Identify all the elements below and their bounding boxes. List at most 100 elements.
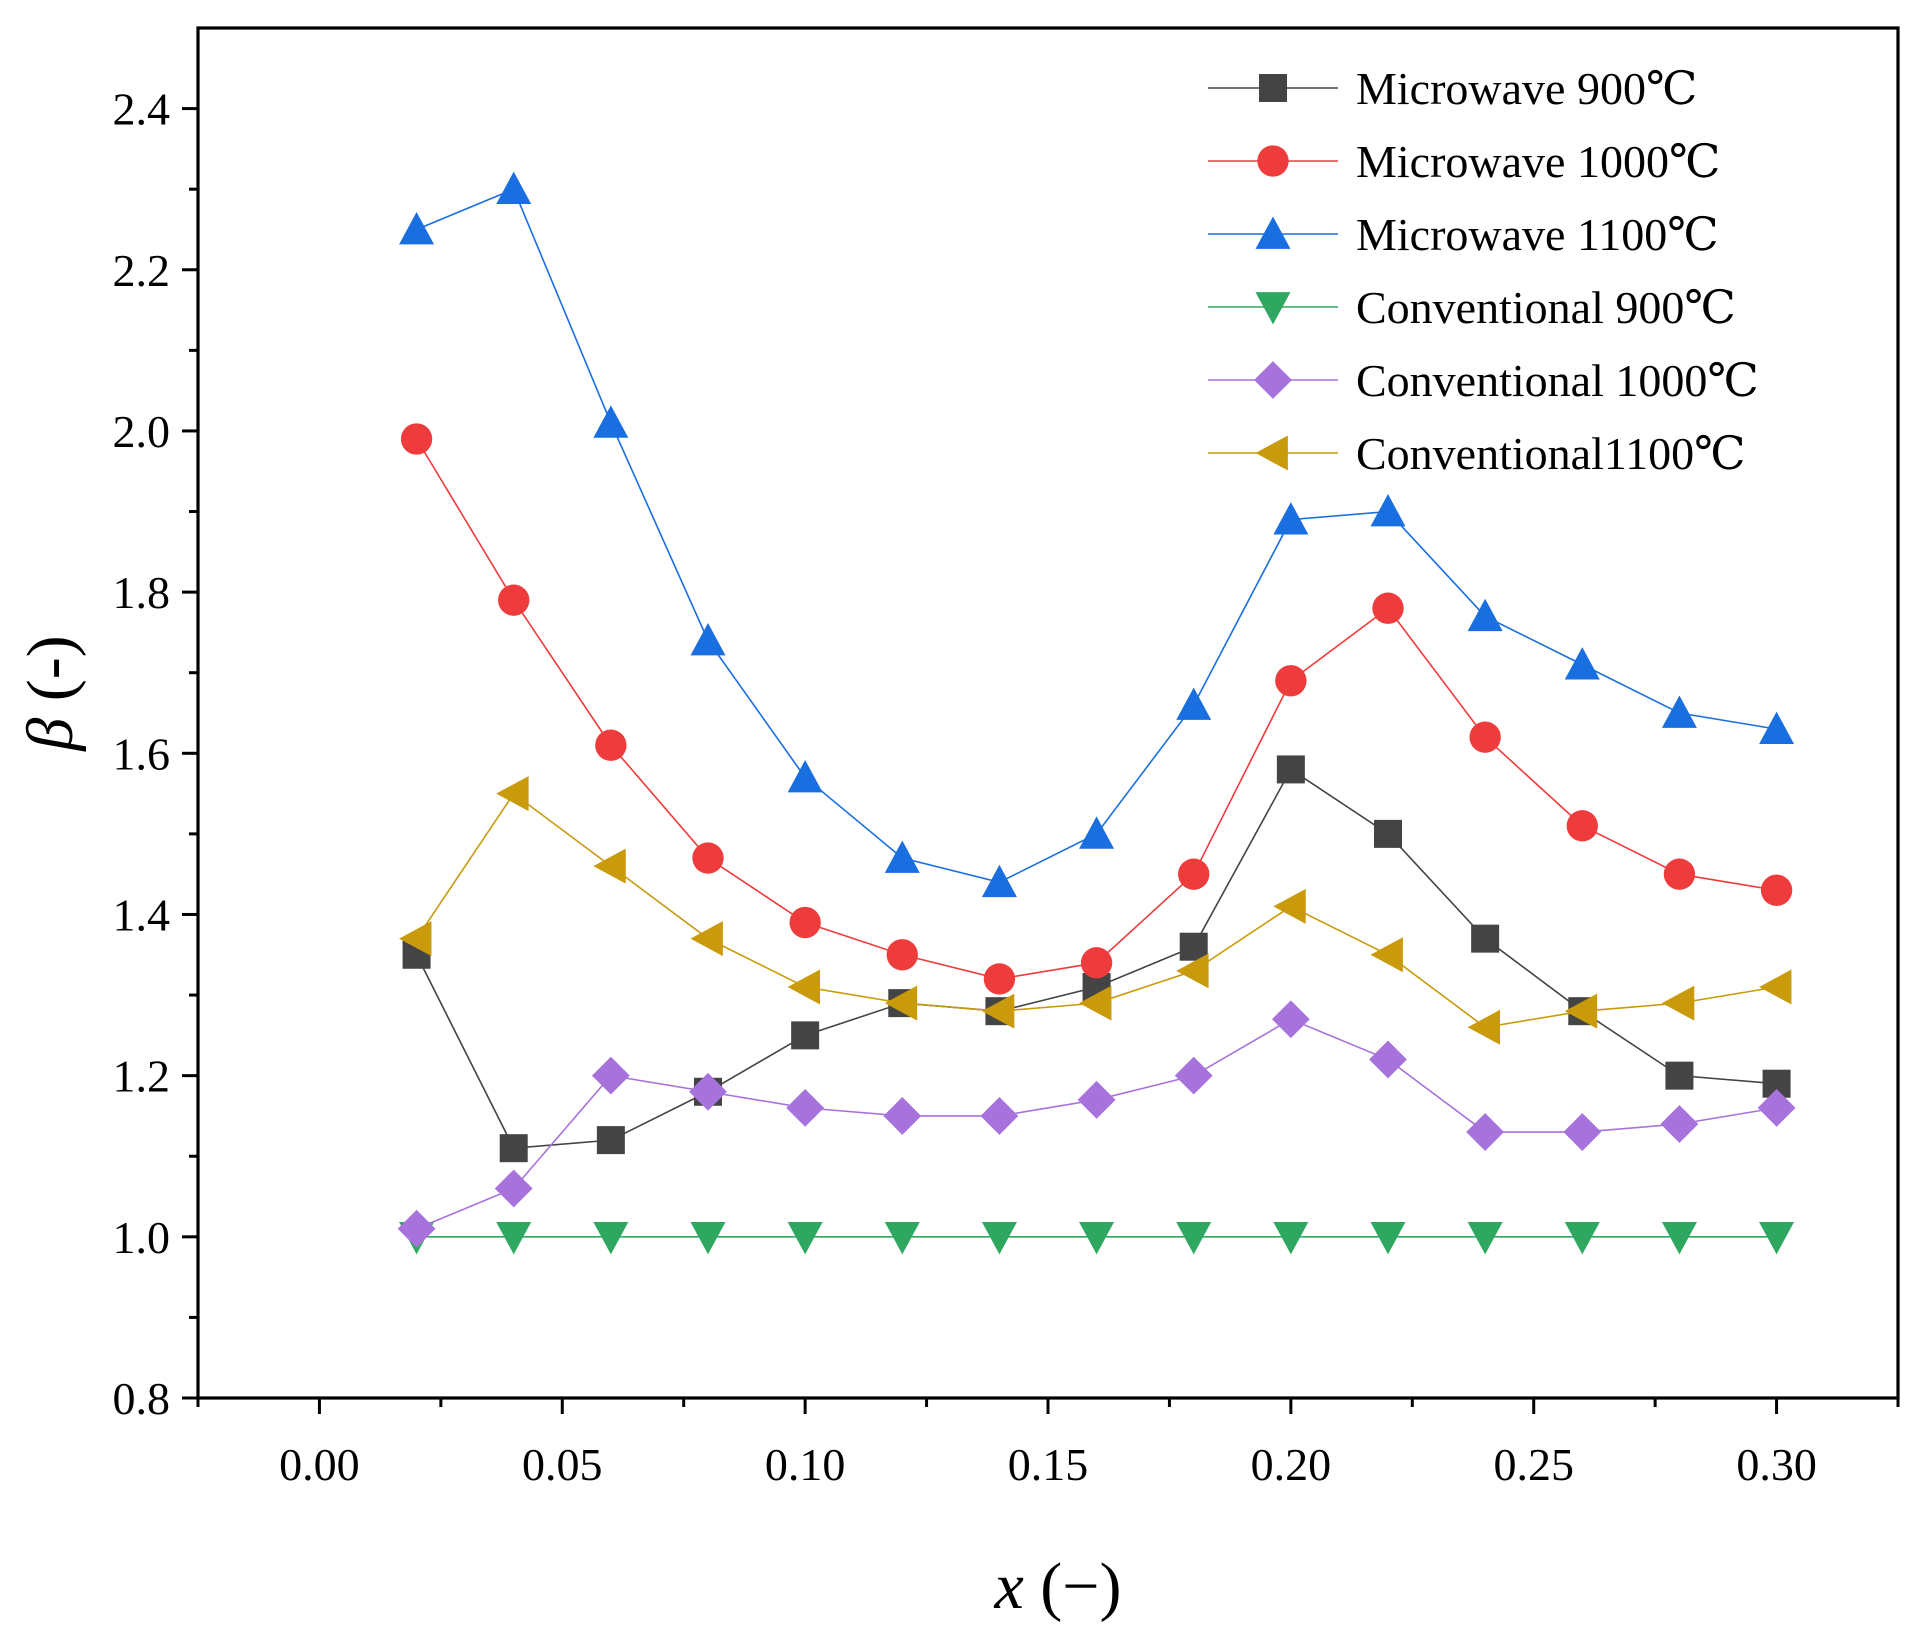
data-point	[1179, 932, 1208, 961]
data-point	[1176, 687, 1212, 720]
data-point	[690, 921, 723, 957]
y-tick-label: 1.6	[113, 728, 171, 779]
data-point	[1661, 695, 1697, 728]
data-point	[884, 1221, 920, 1255]
legend-marker	[1255, 435, 1288, 471]
y-tick-label: 0.8	[113, 1373, 171, 1424]
x-tick-label: 0.10	[765, 1439, 846, 1490]
data-point	[886, 939, 918, 971]
data-point	[1374, 819, 1402, 848]
legend-marker	[1254, 361, 1292, 399]
x-axis-title: x (−)	[994, 1550, 1122, 1623]
x-axis-title-unit: (−)	[1024, 1550, 1122, 1623]
data-point	[400, 423, 433, 455]
legend-item-1: Microwave 900℃	[1208, 63, 1697, 114]
data-point	[786, 1088, 825, 1127]
series-4	[399, 1221, 1795, 1255]
data-point	[1178, 858, 1210, 890]
data-point	[789, 906, 821, 939]
series-6	[399, 776, 1792, 1045]
data-point	[980, 1097, 1019, 1135]
legend-item-2: Microwave 1000℃	[1208, 136, 1720, 187]
x-tick-label: 0.25	[1493, 1439, 1574, 1490]
data-point	[593, 848, 626, 884]
data-point	[1759, 711, 1795, 744]
plot-area	[397, 171, 1796, 1255]
x-axis-title-variable: x	[994, 1550, 1024, 1623]
data-point	[496, 171, 532, 205]
data-point	[787, 1221, 823, 1255]
legend-item-4: Conventional 900℃	[1208, 282, 1736, 333]
legend-item-5: Conventional 1000℃	[1208, 355, 1759, 406]
data-point	[1759, 969, 1792, 1005]
data-point	[1370, 1221, 1406, 1255]
data-point	[692, 842, 724, 874]
axes: 0.00 0.05 0.10 0.15 0.20 0.25 0.30 0.8 1.0 1.2 1.4…	[14, 26, 1900, 1623]
data-point	[1466, 1113, 1505, 1151]
data-point	[1663, 858, 1696, 890]
data-point	[981, 864, 1017, 898]
legend-marker	[1259, 74, 1287, 102]
data-point	[884, 840, 920, 873]
legend-item-3: Microwave 1100℃	[1208, 209, 1719, 260]
data-point	[791, 1021, 820, 1050]
data-point	[1080, 947, 1113, 979]
data-point	[983, 963, 1016, 995]
data-point	[1467, 1009, 1501, 1045]
data-point	[1370, 494, 1406, 527]
data-point	[689, 1072, 727, 1111]
x-tick-label: 0.30	[1736, 1439, 1817, 1490]
legend-label: Microwave 1000℃	[1356, 136, 1720, 187]
data-point	[1563, 1113, 1602, 1151]
y-axis-title-unit: (-)	[14, 635, 87, 717]
data-point	[1079, 1221, 1115, 1255]
legend-label: Conventional 900℃	[1356, 282, 1736, 333]
data-point	[1566, 810, 1598, 842]
y-tick-label: 1.2	[113, 1051, 171, 1102]
data-point	[1564, 647, 1600, 680]
legend-marker	[1255, 292, 1291, 325]
data-point	[884, 985, 918, 1021]
data-point	[1370, 937, 1403, 973]
legend-marker	[1255, 216, 1291, 249]
data-point	[1276, 755, 1305, 784]
series-5	[397, 1000, 1796, 1248]
data-point	[498, 584, 530, 616]
data-point	[1665, 1061, 1694, 1090]
y-axis-title: β (-)	[14, 635, 87, 752]
data-point	[591, 1056, 630, 1095]
legend-label: Microwave 900℃	[1356, 63, 1697, 114]
y-tick-label: 1.8	[113, 567, 171, 618]
data-point	[1467, 1221, 1503, 1255]
data-point	[494, 1169, 533, 1208]
x-tick-label: 0.20	[1251, 1439, 1332, 1490]
data-point	[690, 1221, 726, 1255]
y-tick-label: 2.2	[113, 245, 171, 296]
data-point	[787, 969, 821, 1005]
legend-item-6: Conventional1100℃	[1208, 428, 1746, 479]
data-point	[1469, 721, 1501, 753]
data-point	[399, 211, 435, 245]
x-tick-label: 0.15	[1008, 1439, 1089, 1490]
legend-label: Microwave 1100℃	[1356, 209, 1719, 260]
legend-label: Conventional1100℃	[1356, 428, 1746, 479]
data-point	[1273, 502, 1309, 535]
data-point	[1174, 1056, 1213, 1095]
data-point	[1759, 1221, 1795, 1255]
series-3	[399, 171, 1795, 898]
data-point	[593, 1221, 629, 1255]
data-point	[1757, 1088, 1796, 1127]
legend-marker	[1257, 145, 1289, 177]
data-point	[981, 1221, 1017, 1255]
data-point	[787, 759, 823, 793]
y-tick-label: 2.4	[113, 84, 171, 135]
data-point	[593, 405, 629, 438]
data-point	[1079, 816, 1115, 849]
data-point	[1661, 985, 1695, 1021]
data-point	[690, 622, 726, 656]
x-tick-label: 0.00	[279, 1439, 360, 1490]
data-point	[1564, 1221, 1600, 1255]
data-point	[1372, 592, 1404, 624]
